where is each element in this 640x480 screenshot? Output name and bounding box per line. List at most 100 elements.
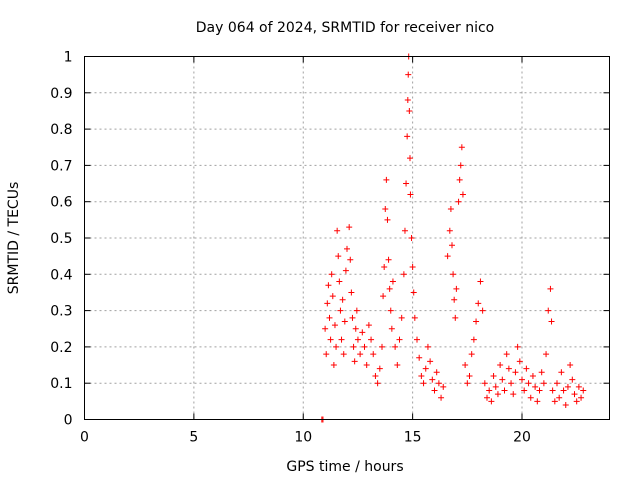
data-point [325, 282, 332, 289]
data-point [447, 205, 454, 212]
data-point [435, 380, 442, 387]
data-point [451, 296, 458, 303]
data-point [324, 300, 331, 307]
data-point [532, 383, 539, 390]
data-point [372, 372, 379, 379]
data-point [420, 380, 427, 387]
data-point [477, 278, 484, 285]
data-point [422, 365, 429, 372]
data-point [503, 351, 510, 358]
data-point [508, 380, 515, 387]
data-point [396, 336, 403, 343]
data-point [398, 314, 405, 321]
data-point [484, 394, 490, 401]
data-point [387, 307, 394, 314]
data-point [551, 398, 558, 405]
data-point [405, 71, 412, 78]
data-point [353, 307, 360, 314]
data-point [337, 307, 344, 314]
data-point [352, 325, 359, 332]
data-point [382, 205, 389, 212]
data-point [341, 318, 348, 325]
data-point [407, 191, 414, 198]
data-point [361, 343, 368, 350]
x-tick-label: 0 [80, 430, 89, 446]
data-point [481, 380, 488, 387]
data-point [540, 380, 547, 387]
data-point [459, 191, 466, 198]
data-point [348, 289, 355, 296]
data-point [328, 271, 335, 278]
y-tick-label: 0.1 [50, 376, 72, 392]
data-point [458, 144, 465, 151]
data-point [416, 354, 423, 361]
data-point [488, 398, 495, 405]
data-point [510, 391, 517, 398]
data-point [558, 369, 565, 376]
data-point [357, 351, 364, 358]
data-point [365, 322, 372, 329]
data-point [404, 133, 411, 140]
data-point [569, 376, 576, 383]
data-point [401, 227, 408, 234]
data-point [383, 176, 390, 183]
x-tick-label: 10 [294, 430, 312, 446]
data-point [464, 380, 471, 387]
data-point [560, 387, 567, 394]
data-point [547, 285, 554, 292]
data-point [468, 351, 475, 358]
data-point [538, 369, 545, 376]
data-point [351, 358, 358, 365]
x-tick-label: 15 [404, 430, 422, 446]
data-point [534, 398, 541, 405]
data-point [394, 362, 401, 369]
data-point [578, 394, 585, 401]
data-point [525, 380, 532, 387]
data-point [327, 336, 334, 343]
data-point [433, 369, 440, 376]
data-point [359, 329, 366, 336]
data-point [514, 343, 521, 350]
data-point [350, 343, 357, 350]
data-point [567, 362, 574, 369]
data-point [549, 387, 556, 394]
data-point [400, 271, 407, 278]
data-point [562, 401, 569, 408]
y-tick-label: 0.5 [50, 231, 72, 247]
y-tick-label: 0.4 [50, 267, 72, 283]
data-point [564, 383, 571, 390]
data-point [545, 307, 552, 314]
data-point [457, 162, 464, 169]
data-point [411, 314, 418, 321]
data-point [556, 394, 563, 401]
data-point [497, 362, 504, 369]
data-point [333, 343, 340, 350]
data-point [516, 358, 523, 365]
data-point [389, 278, 396, 285]
data-point [370, 351, 377, 358]
data-points [318, 53, 587, 423]
data-point [404, 97, 411, 104]
data-point [548, 318, 555, 325]
data-point [519, 376, 525, 383]
data-point [347, 256, 354, 263]
data-point [379, 343, 385, 350]
data-point [444, 253, 451, 260]
data-point [326, 314, 333, 321]
data-point [490, 372, 497, 379]
x-tick-label: 5 [189, 430, 198, 446]
y-tick-label: 0.6 [50, 195, 72, 211]
y-tick-label: 0.3 [50, 304, 72, 320]
data-point [340, 351, 347, 358]
data-point [344, 245, 350, 252]
data-point [473, 318, 480, 325]
axis-ticks: 0 5 10 15 20 0 0.1 0.2 0.3 0.4 0.5 0.6 0.7 0.8 0.9 1 [50, 50, 610, 446]
data-point [455, 198, 462, 205]
data-point [527, 394, 534, 401]
data-point [466, 372, 473, 379]
data-point [414, 336, 420, 343]
data-point [543, 351, 550, 358]
data-point [424, 343, 431, 350]
data-point [580, 387, 587, 394]
